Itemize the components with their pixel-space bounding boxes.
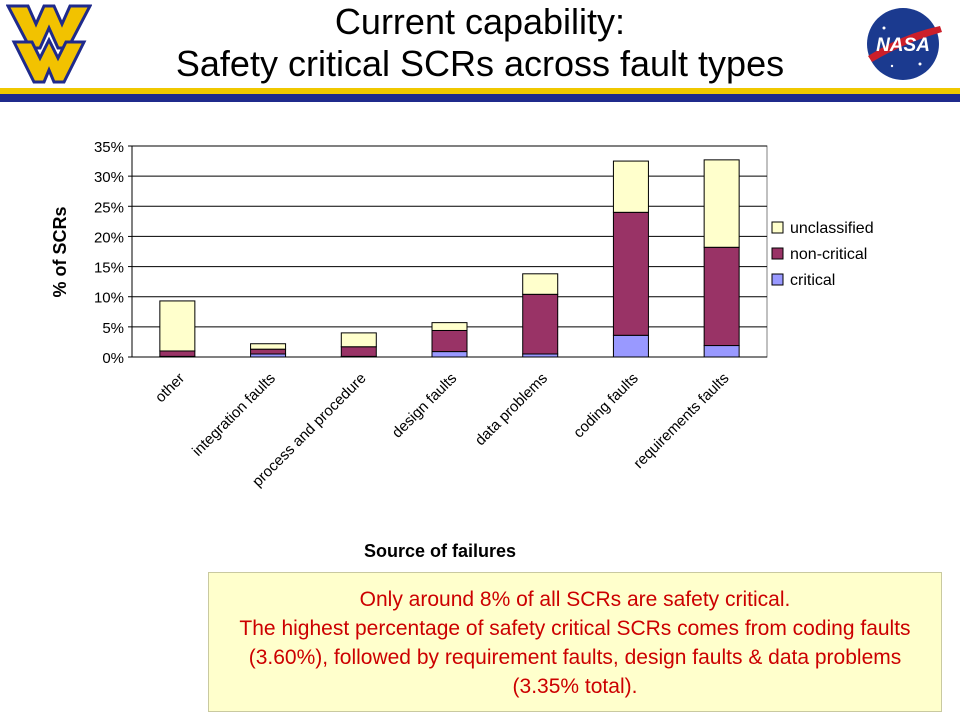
x-tick-label: integration faults [189, 370, 279, 460]
bar-segment [703, 246, 740, 347]
y-axis-title: % of SCRs [50, 206, 70, 297]
legend-label: critical [790, 272, 835, 289]
bar-segment [250, 343, 287, 350]
nasa-logo: NASA [862, 4, 944, 89]
x-tick-label: requirements faults [630, 370, 732, 472]
callout-line-2: The highest percentage of safety critica… [239, 617, 911, 640]
bar-segment [703, 159, 740, 248]
y-tick-label: 20% [94, 229, 124, 246]
x-tick-label: coding faults [570, 370, 642, 442]
x-tick-label: data problems [472, 370, 551, 449]
header-rule-yellow [0, 88, 960, 94]
bar-segment [522, 273, 559, 295]
y-tick-label: 0% [102, 350, 124, 367]
bar-segment [340, 346, 377, 357]
header-rule-blue [0, 94, 960, 102]
legend-swatch [771, 221, 784, 234]
callout-line-4: (3.35% total). [512, 675, 638, 698]
stacked-bar-chart: 0% 5% 10% 15% 20% 25% 30% 35% other integration f… [50, 139, 874, 561]
university-logo [5, 4, 93, 91]
bar-segment [340, 332, 377, 348]
bar-segment [431, 351, 468, 358]
x-tick-label: other [152, 370, 188, 406]
bar-segment [250, 348, 287, 355]
legend-label: non-critical [790, 246, 867, 263]
legend-swatch [771, 247, 784, 260]
legend-label: unclassified [790, 220, 874, 237]
y-tick-label: 30% [94, 169, 124, 186]
bar-segment [431, 329, 468, 353]
bar-segment [522, 293, 559, 355]
y-tick-label: 5% [102, 320, 124, 337]
summary-callout: Only around 8% of all SCRs are safety cr… [208, 572, 942, 712]
bar-segment [612, 211, 649, 336]
bar-segment [431, 322, 468, 331]
legend-swatch [771, 273, 784, 286]
bar-segment [159, 350, 196, 357]
callout-line-1: Only around 8% of all SCRs are safety cr… [359, 588, 791, 611]
slide-title-line2: Safety critical SCRs across fault types [175, 43, 785, 84]
bar-segment [159, 300, 196, 352]
slide-title-line1: Current capability: [334, 1, 626, 42]
y-tick-label: 15% [94, 260, 124, 277]
x-axis-title: Source of failures [364, 541, 516, 561]
y-tick-label: 25% [94, 199, 124, 216]
y-tick-label: 35% [94, 139, 124, 156]
bar-segment [612, 160, 649, 213]
bar-segment [703, 345, 740, 358]
nasa-logo-text: NASA [876, 35, 930, 56]
y-tick-label: 10% [94, 290, 124, 307]
x-tick-label: design faults [389, 370, 461, 442]
callout-line-3: (3.60%), followed by requirement faults,… [248, 646, 902, 669]
bar-segment [612, 334, 649, 358]
